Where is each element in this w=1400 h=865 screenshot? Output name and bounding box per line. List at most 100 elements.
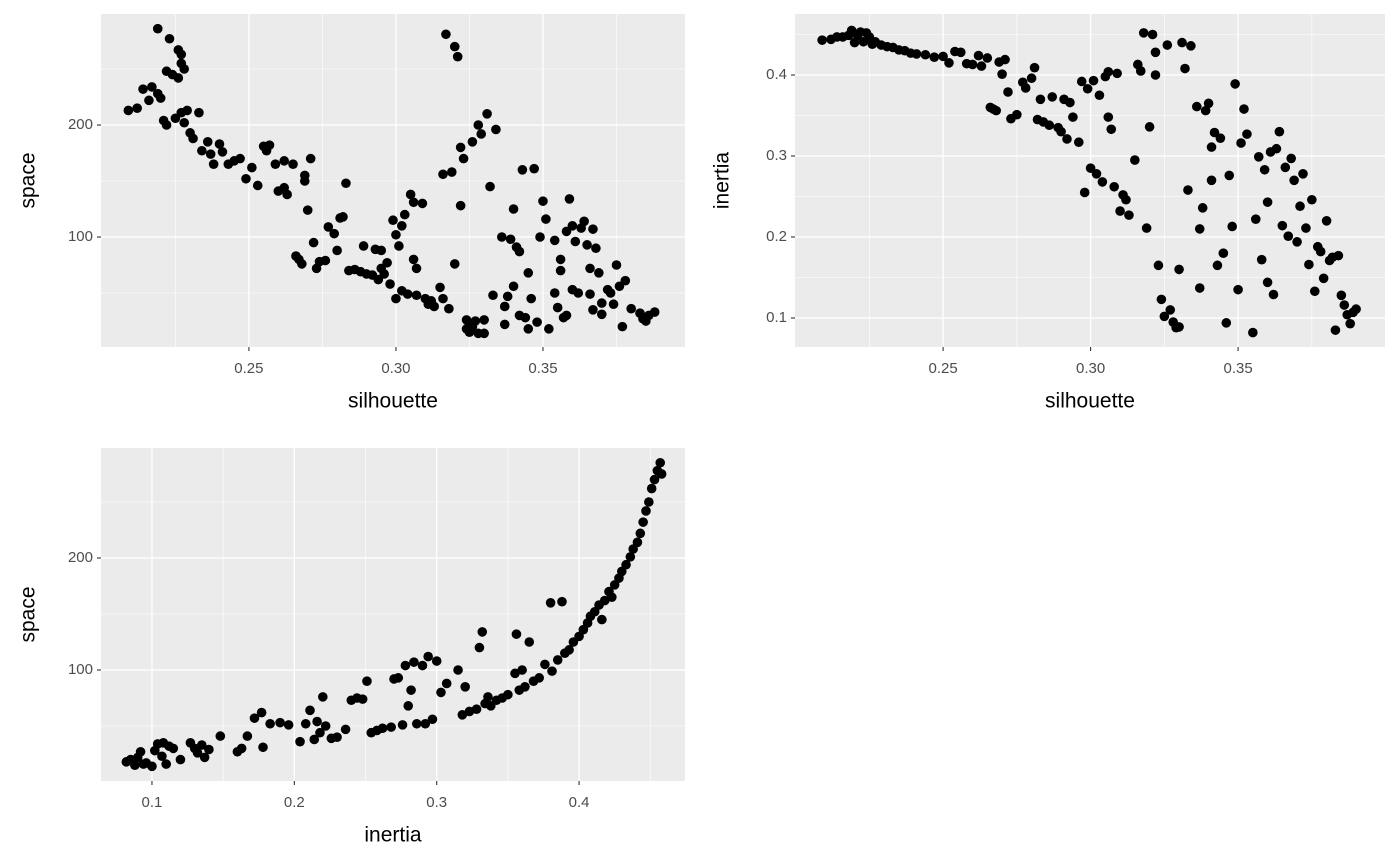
point [540,659,550,670]
point [499,301,510,312]
point [1345,318,1355,329]
point [585,263,595,274]
point [329,228,339,239]
point [358,241,369,251]
point [305,153,316,164]
point [497,232,507,242]
point [423,651,433,662]
point [529,163,539,174]
point [997,69,1007,79]
point [535,232,545,242]
point [626,303,636,314]
point [204,744,214,755]
point [217,147,228,157]
panel: 0.25 0.30 0.35 100 200 silhouette space [17,14,685,413]
point [1094,90,1105,101]
point [205,149,216,159]
point [991,105,1001,116]
point [1298,169,1308,179]
point [541,214,551,224]
point [532,317,542,327]
point [147,761,157,772]
point [199,752,210,763]
point [1248,327,1258,338]
point [161,120,172,130]
point [1035,94,1046,105]
point [252,180,263,191]
point [179,117,190,128]
point [1283,231,1294,241]
x-tick-label: 0.30 [1076,360,1105,377]
y-axis-title: space [17,586,40,642]
point [386,722,396,732]
point [1206,142,1217,152]
point [1165,305,1176,315]
point [453,665,463,675]
point [393,673,404,683]
point [411,290,422,301]
point [561,310,572,321]
point [547,666,557,676]
point [596,298,607,308]
point [1289,175,1299,186]
point [967,59,978,70]
point [1233,284,1243,295]
point [215,731,226,741]
point [641,506,651,516]
point [1082,83,1093,94]
point [510,668,520,679]
point [920,49,931,60]
point [488,290,498,301]
point [270,159,281,170]
point [377,723,388,734]
point [431,656,442,666]
point [1224,170,1235,181]
point [197,145,207,156]
point [275,717,285,728]
point [457,710,468,720]
point [479,315,489,325]
point [394,241,404,251]
point [295,736,305,747]
point [579,216,589,227]
x-tick-label: 0.25 [928,360,957,377]
point [256,707,267,718]
point [524,637,535,647]
point [1047,92,1058,102]
point [214,139,225,149]
point [502,291,513,302]
point [1141,223,1152,233]
point [175,754,186,765]
point [1194,283,1205,293]
point [1112,68,1122,79]
point [1068,112,1078,122]
x-tick-label: 0.2 [284,794,305,811]
point [505,234,516,245]
point [482,108,492,119]
point [1274,126,1285,137]
point [467,137,478,147]
point [1109,181,1119,192]
point [564,645,574,655]
point [379,269,389,279]
point [300,718,311,729]
point [477,627,488,637]
point [976,61,987,71]
point [157,751,167,762]
point [164,33,175,44]
x-axis-title: silhouette [1045,390,1135,413]
point [1088,75,1099,86]
point [1062,134,1072,144]
point [332,732,342,743]
point [427,714,438,725]
point [138,84,148,94]
point [1065,97,1075,108]
panel: 0.1 0.2 0.3 0.4 100 200 inertia space [17,448,685,847]
point [1020,83,1031,93]
point [1330,325,1341,335]
point [1253,152,1264,162]
point [596,309,607,320]
point [1103,66,1114,77]
point [573,288,584,298]
point [323,222,334,232]
